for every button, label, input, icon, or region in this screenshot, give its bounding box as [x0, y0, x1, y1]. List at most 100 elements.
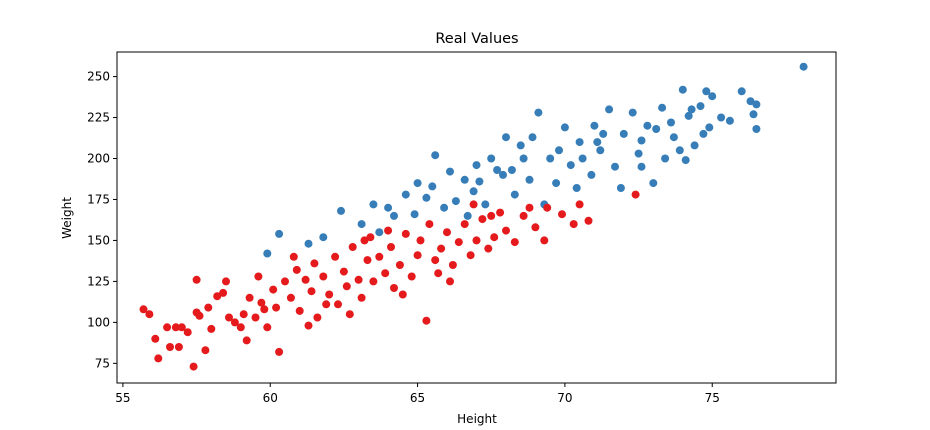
data-point-series-1: [487, 154, 496, 163]
data-point-series-1: [566, 161, 575, 170]
data-point-series-1: [469, 187, 478, 196]
data-point-series-1: [649, 179, 658, 188]
data-point-series-1: [634, 149, 643, 158]
data-point-series-2: [472, 236, 481, 245]
data-point-series-2: [281, 277, 289, 286]
data-point-series-2: [334, 300, 342, 309]
y-tick-label: 200: [87, 152, 110, 166]
data-point-series-1: [481, 200, 490, 209]
data-point-series-2: [466, 251, 475, 260]
y-tick-label: 125: [87, 274, 110, 288]
data-point-series-1: [717, 113, 726, 122]
data-point-series-1: [605, 105, 614, 114]
data-point-series-2: [204, 303, 213, 312]
data-point-series-1: [705, 123, 714, 132]
x-tick-label: 55: [115, 391, 130, 405]
data-point-series-2: [531, 223, 540, 232]
data-point-series-2: [239, 310, 248, 319]
data-point-series-2: [496, 208, 505, 217]
data-point-series-2: [263, 323, 272, 332]
data-point-series-2: [275, 347, 284, 356]
data-point-series-1: [528, 133, 537, 142]
data-point-series-1: [263, 249, 272, 258]
data-point-series-2: [360, 236, 369, 245]
data-point-series-2: [166, 343, 174, 351]
data-point-series-1: [628, 108, 637, 117]
data-point-series-2: [322, 300, 331, 309]
y-tick-label: 100: [87, 315, 110, 329]
x-axis-ticks: 55 60 65 70 75: [115, 383, 720, 405]
data-point-series-2: [201, 346, 210, 355]
data-point-series-1: [667, 118, 675, 127]
y-tick-label: 75: [95, 356, 110, 370]
data-point-series-2: [413, 251, 422, 260]
data-point-series-2: [422, 316, 431, 325]
data-point-series-2: [313, 313, 322, 322]
data-point-series-1: [702, 87, 711, 96]
data-point-series-1: [708, 92, 717, 101]
data-point-series-2: [257, 298, 266, 307]
data-point-series-2: [416, 236, 425, 245]
data-point-series-2: [510, 238, 519, 247]
data-point-series-1: [357, 220, 366, 229]
data-point-series-1: [590, 121, 599, 130]
data-point-series-1: [384, 203, 393, 212]
data-point-series-1: [319, 233, 328, 242]
data-point-series-2: [478, 215, 487, 224]
data-point-series-1: [611, 162, 619, 171]
data-point-series-1: [675, 146, 684, 155]
data-point-series-2: [307, 287, 316, 296]
data-point-series-1: [390, 211, 398, 220]
data-point-series-1: [593, 138, 602, 147]
data-point-series-2: [171, 323, 180, 332]
data-point-series-2: [192, 275, 201, 284]
data-point-series-1: [422, 193, 431, 202]
data-point-series-2: [325, 290, 334, 299]
data-point-series-1: [369, 200, 378, 209]
y-tick-label: 225: [87, 111, 110, 125]
data-point-series-1: [678, 85, 687, 94]
data-point-series-2: [487, 211, 496, 220]
data-point-series-1: [560, 123, 569, 132]
data-point-series-2: [390, 284, 398, 292]
data-point-series-2: [163, 323, 172, 332]
data-point-series-2: [245, 293, 254, 302]
data-point-series-1: [681, 156, 690, 165]
data-point-series-1: [401, 190, 410, 199]
data-point-series-2: [222, 277, 230, 286]
data-point-series-1: [519, 154, 528, 163]
data-point-series-1: [572, 184, 581, 192]
data-point-series-1: [507, 166, 516, 174]
data-point-series-1: [643, 121, 652, 130]
data-point-series-1: [275, 229, 284, 238]
data-point-series-2: [331, 252, 340, 261]
data-point-series-2: [369, 277, 378, 286]
data-point-series-2: [395, 261, 404, 269]
data-point-series-1: [510, 190, 519, 199]
data-point-series-2: [207, 324, 216, 333]
data-point-series-2: [425, 220, 434, 229]
data-point-series-1: [493, 166, 502, 174]
data-point-series-1: [475, 177, 484, 186]
data-point-series-2: [569, 220, 578, 229]
data-point-series-2: [154, 354, 163, 363]
data-point-series-2: [543, 203, 552, 212]
data-point-series-1: [555, 146, 563, 155]
data-point-series-1: [534, 108, 543, 117]
data-point-series-2: [289, 252, 298, 261]
data-point-series-2: [348, 243, 357, 251]
data-point-series-2: [437, 244, 446, 253]
data-point-series-2: [174, 343, 183, 351]
data-point-series-2: [304, 321, 313, 330]
data-point-series-2: [519, 211, 528, 220]
data-point-series-2: [301, 275, 310, 284]
data-point-series-2: [272, 303, 281, 312]
data-point-series-2: [339, 267, 348, 276]
data-point-series-1: [499, 170, 507, 179]
data-point-series-2: [469, 200, 478, 209]
data-point-series-1: [440, 203, 449, 212]
data-point-series-1: [431, 151, 440, 160]
data-point-series-1: [337, 206, 345, 215]
data-point-series-2: [195, 311, 204, 320]
